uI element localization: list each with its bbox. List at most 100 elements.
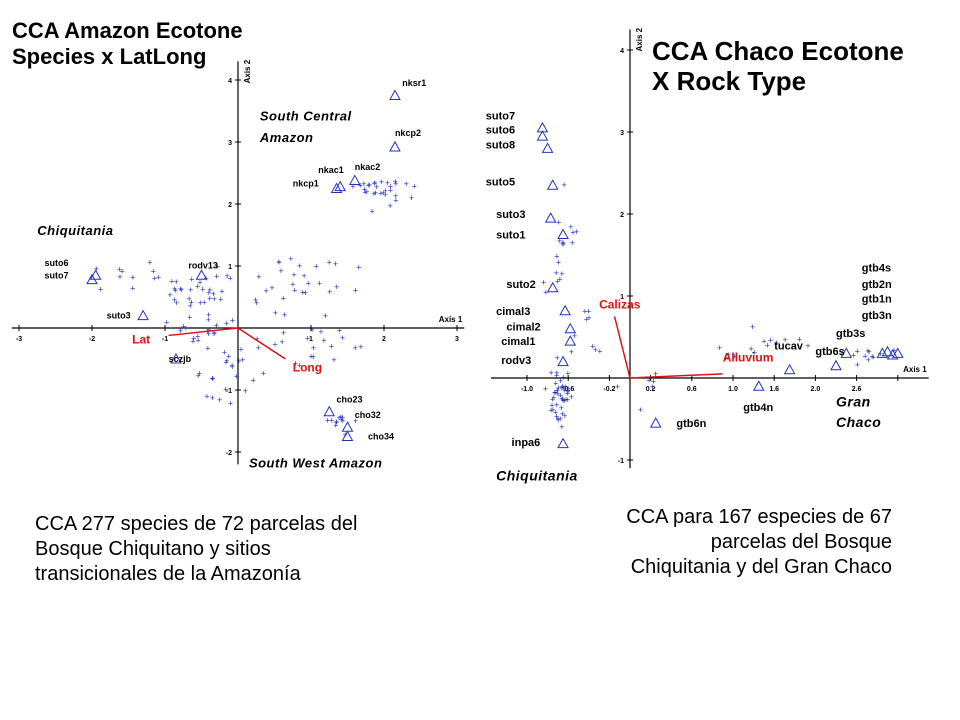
species-point: +	[367, 180, 372, 190]
species-point: +	[550, 405, 555, 415]
species-point: +	[210, 374, 215, 384]
site-label: gtb3n	[862, 310, 892, 322]
species-point: +	[383, 186, 388, 196]
species-point: +	[202, 297, 207, 307]
site-marker	[830, 359, 842, 371]
site-label: tucav	[774, 340, 804, 352]
species-point: +	[300, 287, 305, 297]
species-point: +	[563, 395, 568, 405]
species-point: +	[334, 282, 339, 292]
species-point: +	[229, 361, 234, 371]
site-marker	[876, 347, 889, 358]
species-point: +	[323, 311, 328, 321]
group-label: South West Amazon	[249, 456, 382, 471]
species-point: +	[393, 191, 398, 201]
y-tick-label: 3	[228, 140, 232, 147]
species-point: +	[174, 298, 179, 308]
species-point: +	[572, 331, 577, 341]
species-point: +	[560, 382, 565, 392]
site-marker	[137, 309, 149, 321]
species-point: +	[189, 274, 194, 284]
species-point: +	[393, 176, 398, 186]
species-point: +	[205, 344, 210, 354]
species-point: +	[565, 389, 570, 399]
species-point: +	[269, 283, 274, 293]
species-point: +	[317, 279, 322, 289]
species-point: +	[383, 190, 388, 200]
site-label: rodv3	[501, 355, 531, 367]
species-point: +	[561, 372, 566, 382]
species-point: +	[373, 188, 378, 198]
species-point: +	[224, 318, 229, 328]
species-point: +	[191, 333, 196, 343]
site-marker	[341, 430, 354, 441]
species-point: +	[228, 399, 233, 409]
site-marker	[557, 355, 569, 367]
vector-label-alluvium: Alluvium	[723, 351, 774, 365]
y-tick-label: -1	[226, 388, 232, 395]
x-tick-label: -0.6	[562, 386, 574, 393]
species-point: +	[169, 277, 174, 287]
species-point: +	[243, 386, 248, 396]
species-point: +	[839, 350, 844, 360]
species-point: +	[559, 269, 564, 279]
group-label: Amazon	[259, 130, 314, 145]
site-marker	[752, 380, 765, 391]
species-point: +	[206, 310, 211, 320]
site-marker	[564, 322, 577, 334]
species-point: +	[554, 368, 559, 378]
site-marker	[559, 304, 571, 316]
species-point: +	[653, 369, 658, 379]
species-point: +	[311, 343, 316, 353]
species-point: +	[210, 393, 215, 403]
vector-label-lat: Lat	[132, 333, 150, 347]
species-point: +	[350, 181, 355, 191]
species-point: +	[597, 346, 602, 356]
species-point: +	[130, 283, 135, 293]
group-label: Chiquitania	[496, 468, 578, 484]
site-label: suto8	[486, 139, 515, 151]
right-title-line2: X Rock Type	[652, 66, 807, 96]
species-point: +	[198, 298, 203, 308]
species-point: +	[409, 193, 414, 203]
species-point: +	[228, 273, 233, 283]
site-label: gtb4n	[743, 402, 773, 414]
species-point: +	[358, 342, 363, 352]
species-point: +	[195, 331, 200, 341]
species-point: +	[264, 286, 269, 296]
species-point: +	[147, 257, 152, 267]
species-point: +	[560, 237, 565, 247]
x-tick-label: -1	[162, 336, 168, 343]
site-label: rodv13	[188, 260, 218, 270]
species-point: +	[562, 396, 567, 406]
species-point: +	[865, 346, 870, 356]
species-point: +	[178, 326, 183, 336]
species-point: +	[256, 343, 261, 353]
species-point: +	[190, 337, 195, 347]
right-caption: CCA para 167 especies de 67 parcelas del…	[626, 506, 892, 578]
species-point: +	[555, 277, 560, 287]
species-point: +	[214, 321, 219, 331]
right-title-line1: CCA Chaco Ecotone	[652, 36, 904, 66]
site-marker	[544, 212, 557, 223]
species-point: +	[215, 261, 220, 271]
species-point: +	[254, 334, 259, 344]
left-title-line2: Species x LatLong	[12, 44, 207, 69]
y-tick-label: 1	[228, 264, 232, 271]
vector-calizas	[613, 316, 631, 379]
species-point: +	[726, 350, 731, 360]
site-label: gtb2n	[862, 279, 892, 291]
species-point: +	[562, 385, 567, 395]
species-point: +	[206, 288, 211, 298]
species-point: +	[393, 179, 398, 189]
species-point: +	[333, 421, 338, 431]
species-point: +	[152, 273, 157, 283]
species-point: +	[117, 272, 122, 282]
species-point: +	[272, 340, 277, 350]
y-tick-label: -1	[618, 458, 624, 465]
species-point: +	[570, 238, 575, 248]
species-point: +	[325, 416, 330, 426]
species-point: +	[256, 272, 261, 282]
species-point: +	[541, 277, 546, 287]
